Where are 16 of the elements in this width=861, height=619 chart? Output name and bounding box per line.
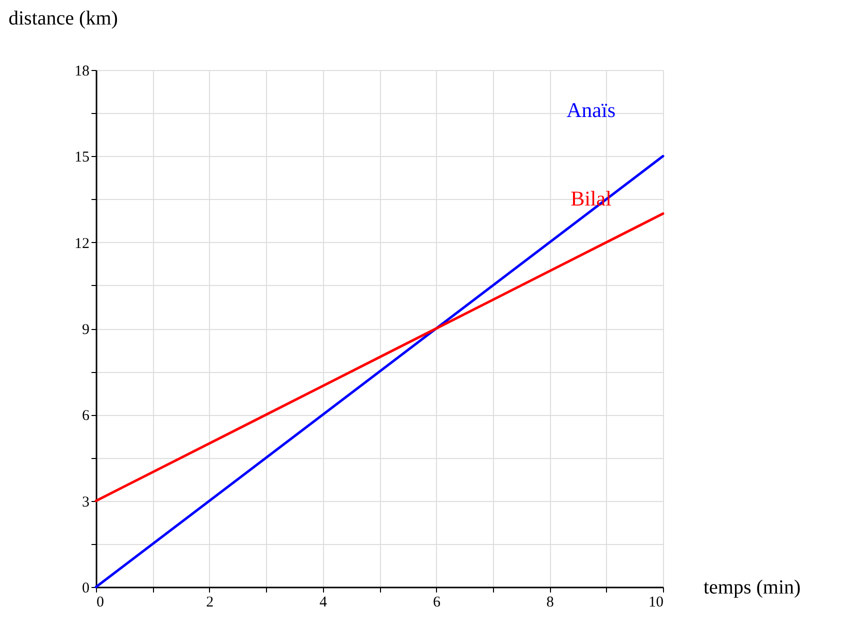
x-tick-label: 10 xyxy=(648,594,664,610)
y-tick-label: 12 xyxy=(74,236,90,252)
y-tick-label: 15 xyxy=(74,150,90,166)
x-tick-label: 4 xyxy=(320,594,328,610)
y-tick-label: 3 xyxy=(82,494,90,510)
x-tick-label: 0 xyxy=(96,594,104,610)
x-axis-title: temps (min) xyxy=(704,576,801,598)
x-tick-label: 6 xyxy=(432,594,441,610)
y-axis-title: distance (km) xyxy=(8,8,118,30)
x-tick-label: 8 xyxy=(546,594,554,610)
text: Anaïs xyxy=(566,98,616,122)
x-tick-label: 2 xyxy=(206,594,214,610)
y-tick-label: 18 xyxy=(74,64,90,80)
y-tick-label: 0 xyxy=(82,580,90,596)
y-tick-label: 9 xyxy=(82,322,90,338)
y-tick-label: 6 xyxy=(82,408,90,424)
